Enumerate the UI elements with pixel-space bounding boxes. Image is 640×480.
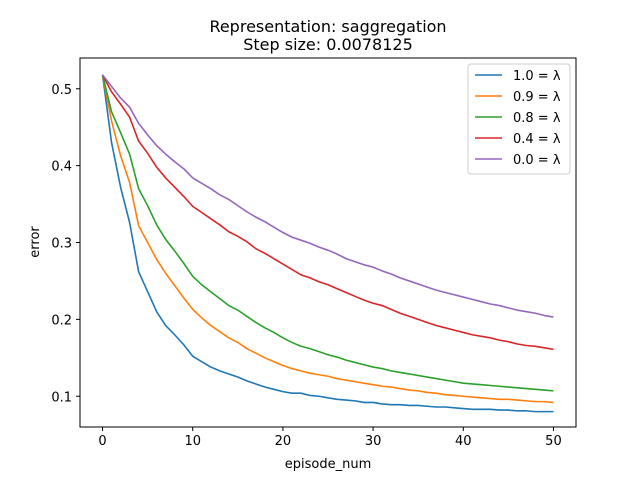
legend-label-1: 0.9 = λ xyxy=(513,90,561,105)
chart-title: Representation: saggregation xyxy=(209,17,446,36)
legend-label-3: 0.4 = λ xyxy=(513,132,561,147)
x-axis-label: episode_num xyxy=(285,457,371,472)
y-axis-ticks: 0.1 0.2 0.3 0.4 0.5 xyxy=(51,83,80,405)
chart-subtitle: Step size: 0.0078125 xyxy=(243,35,413,54)
x-tick-label: 10 xyxy=(184,434,201,449)
legend: 1.0 = λ 0.9 = λ 0.8 = λ 0.4 = λ 0.0 = λ xyxy=(467,63,571,175)
y-tick-label: 0.2 xyxy=(51,313,72,328)
y-tick-label: 0.1 xyxy=(51,390,72,405)
series-line-0 xyxy=(101,74,554,413)
series-line-3 xyxy=(101,74,554,351)
y-tick-label: 0.4 xyxy=(51,160,72,175)
plot-frame xyxy=(79,57,577,428)
y-axis-label: error xyxy=(28,226,43,258)
x-tick-label: 40 xyxy=(455,434,472,449)
series-layer xyxy=(101,74,554,413)
legend-items: 1.0 = λ 0.9 = λ 0.8 = λ 0.4 = λ 0.0 = λ xyxy=(475,69,561,168)
x-axis-ticks: 0 10 20 30 40 50 xyxy=(98,427,562,449)
legend-frame xyxy=(467,63,571,175)
series-line-4 xyxy=(101,74,554,318)
y-tick-label: 0.3 xyxy=(51,237,72,252)
legend-label-4: 0.0 = λ xyxy=(513,153,561,168)
x-tick-label: 20 xyxy=(275,434,292,449)
x-tick-label: 30 xyxy=(365,434,382,449)
x-tick-label: 0 xyxy=(98,434,106,449)
legend-label-0: 1.0 = λ xyxy=(513,69,561,84)
series-line-2 xyxy=(101,74,554,392)
x-tick-label: 50 xyxy=(545,434,562,449)
y-tick-label: 0.5 xyxy=(51,83,72,98)
series-line-1 xyxy=(101,74,554,404)
legend-label-2: 0.8 = λ xyxy=(513,111,561,126)
